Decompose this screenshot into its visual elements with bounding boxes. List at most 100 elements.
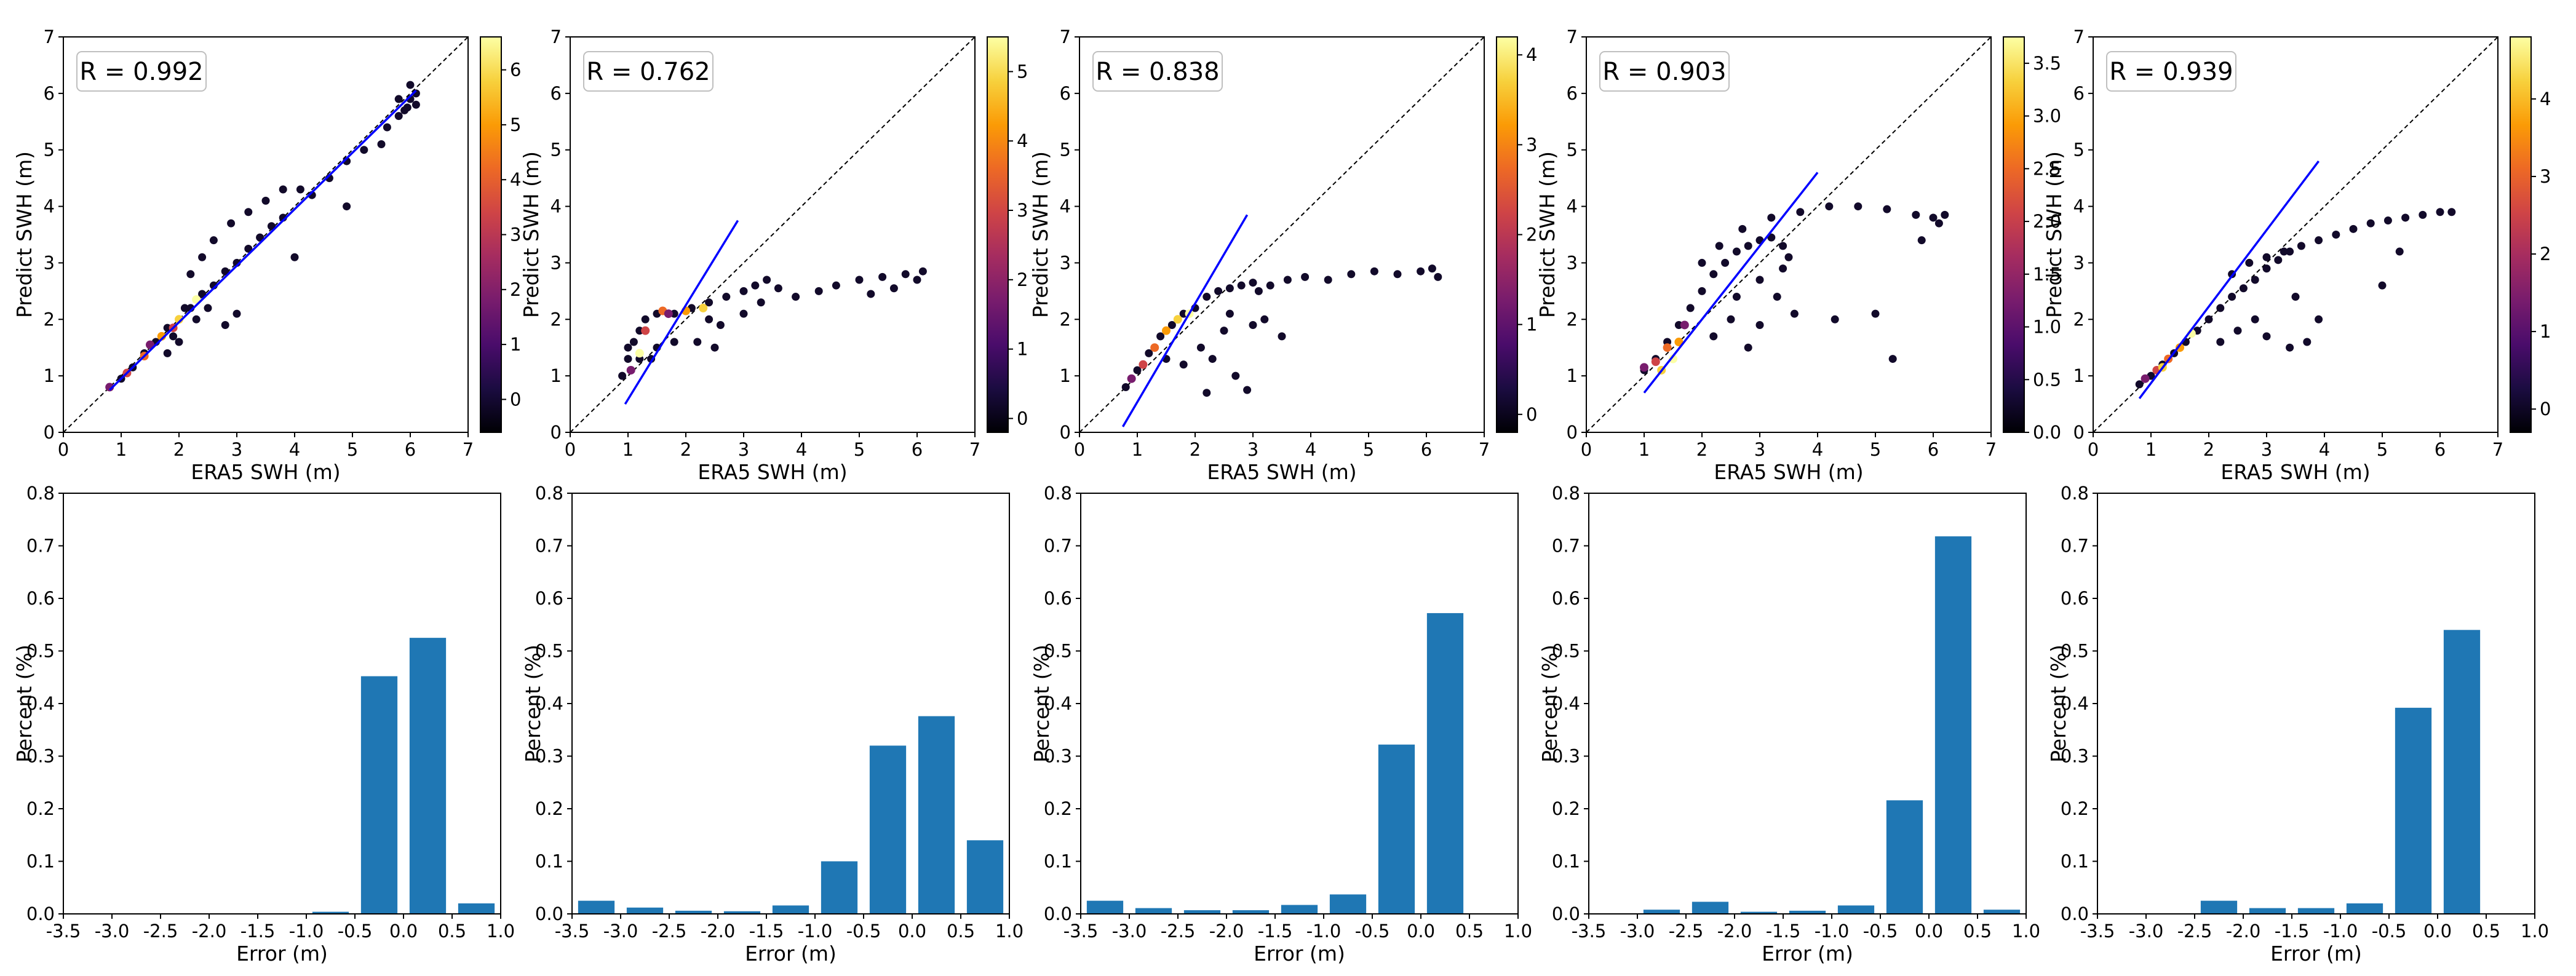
identity-line (1079, 36, 1485, 433)
x-tick-label: -1.5 (749, 921, 784, 942)
colorbar-tick-label: 2 (510, 279, 521, 300)
plot-frame (2097, 493, 2535, 915)
scatter-point (1370, 267, 1378, 276)
scatter-point (1917, 236, 1926, 245)
colorbar-tick-label: 5 (1017, 61, 1028, 82)
colorbar-tick-label: 3 (510, 224, 521, 245)
scatter-point (1266, 281, 1274, 290)
scatter-point (1912, 210, 1920, 219)
x-tick-label: -1.0 (798, 921, 833, 942)
y-tick-label: 1 (1567, 365, 1578, 386)
x-tick-label: 2 (2203, 439, 2214, 460)
scatter-point (244, 208, 253, 216)
x-tick-label: 2 (1696, 439, 1707, 460)
colorbar-tick-label: 4 (1526, 44, 1537, 65)
histogram-bar (1789, 910, 1826, 914)
y-tick-label: 0.4 (26, 693, 55, 714)
scatter-point (2286, 247, 2294, 256)
scatter-point-dense (1651, 357, 1660, 367)
scatter-point (1732, 247, 1741, 256)
histogram-bar (578, 900, 615, 914)
scatter-point (1203, 389, 1211, 397)
y-axis-label: Predict SWH (m) (12, 151, 36, 318)
scatter-point-dense (1139, 360, 1148, 369)
scatter-point (1698, 258, 1706, 267)
scatter-point (2447, 208, 2456, 216)
scatter-point (1721, 258, 1730, 267)
scatter-point (180, 304, 189, 312)
scatter-point (1133, 366, 1142, 375)
scatter-point (1220, 327, 1228, 335)
histogram-bar (675, 910, 712, 914)
y-tick-label: 0.3 (2061, 746, 2089, 767)
scatter-point-dense (635, 349, 644, 358)
r-value-label: R = 0.992 (79, 58, 203, 86)
x-axis-label: Error (m) (236, 942, 328, 966)
scatter-point (279, 185, 287, 194)
colorbar (987, 36, 1009, 433)
x-tick-label: 6 (912, 439, 923, 460)
scatter-point (2251, 315, 2259, 323)
scatter-point (1231, 371, 1240, 380)
colorbar-tick-label: 0.5 (2033, 369, 2061, 390)
scatter-point (1167, 320, 1176, 329)
scatter-point (1715, 242, 1723, 250)
scatter-point-dense (664, 309, 673, 319)
scatter-point (1779, 242, 1787, 250)
scatter-point (878, 272, 887, 281)
x-tick-label: 1.0 (1504, 921, 1532, 942)
plot-frame (570, 36, 976, 433)
x-tick-label: 0.0 (2423, 921, 2452, 942)
colorbar-tick-label: 2 (1526, 224, 1537, 245)
scatter-point (2274, 256, 2283, 264)
x-tick-label: -2.0 (1209, 921, 1244, 942)
scatter-point (1790, 309, 1799, 318)
scatter-point (2395, 247, 2404, 256)
y-tick-label: 0.3 (535, 746, 563, 767)
plot-frame (1586, 36, 1992, 433)
x-tick-label: 0.0 (389, 921, 418, 942)
histogram-bar (1232, 910, 1270, 914)
colorbar (480, 36, 502, 433)
scatter-point (1929, 213, 1938, 222)
scatter-point (705, 315, 714, 323)
scatter-point (1773, 293, 1781, 301)
scatter-point (1278, 332, 1286, 341)
scatter-point-dense (2176, 343, 2184, 352)
x-tick-label: 1.0 (995, 921, 1024, 942)
x-tick-label: 3 (231, 439, 242, 460)
colorbar-tick-label: 3 (1017, 200, 1028, 221)
x-tick-label: -0.5 (2372, 921, 2407, 942)
x-tick-label: 5 (1363, 439, 1374, 460)
scatter-point (2436, 208, 2444, 216)
colorbar-tick-label: 1 (1526, 314, 1537, 335)
identity-line (1586, 36, 1992, 433)
y-tick-label: 0.6 (2061, 588, 2089, 609)
plot-frame (2093, 36, 2498, 433)
x-tick-label: -3.5 (46, 921, 81, 942)
x-tick-label: 4 (1305, 439, 1316, 460)
colorbar-tick-label: 3 (1526, 134, 1537, 155)
x-tick-label: 6 (1928, 439, 1939, 460)
x-tick-label: 7 (1986, 439, 1997, 460)
x-tick-label: 0.5 (1963, 921, 1992, 942)
scatter-point-dense (1669, 354, 1677, 363)
regression-line (2138, 161, 2320, 399)
scatter-point (2216, 338, 2225, 346)
identity-line (570, 36, 976, 433)
scatter-point (1301, 272, 1310, 281)
x-tick-label: 1 (1639, 439, 1650, 460)
scatter-point (2315, 236, 2323, 245)
y-tick-label: 4 (1060, 196, 1071, 217)
x-tick-label: 7 (463, 439, 474, 460)
x-tick-label: 3 (738, 439, 749, 460)
x-tick-label: -2.0 (192, 921, 227, 942)
scatter-point-dense (1680, 320, 1689, 330)
histogram-bar (2443, 630, 2481, 914)
scatter-point-dense (1674, 338, 1684, 347)
histogram-bar (2297, 908, 2335, 914)
y-tick-label: 2 (44, 309, 55, 330)
scatter-point (739, 309, 748, 318)
histogram-panel-3: -3.5 -3.0 -2.5 -2.0 -1.5 -1.0 -0.5 0.0 0.5 1.0 0.0… (1030, 483, 1532, 966)
scatter-point (383, 123, 391, 132)
